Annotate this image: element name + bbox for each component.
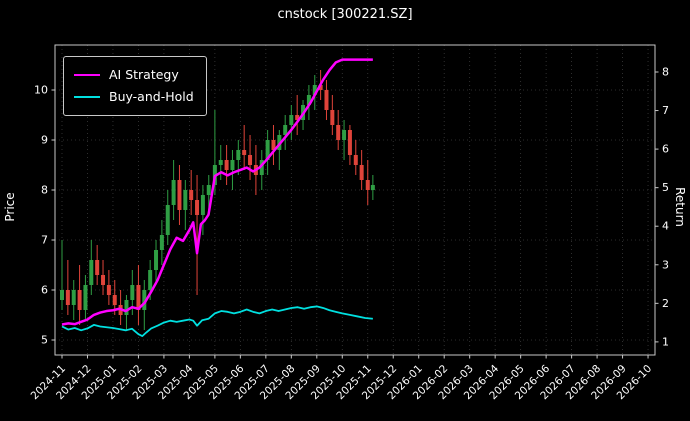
- svg-text:9: 9: [41, 134, 48, 147]
- candlesticks: [60, 70, 375, 330]
- legend-label: Buy-and-Hold: [109, 89, 194, 104]
- svg-text:7: 7: [662, 104, 669, 117]
- svg-text:1: 1: [662, 335, 669, 348]
- grid-lines: [55, 45, 655, 355]
- return-axis: 1 2 3 4 5 6 7 8: [655, 65, 669, 348]
- plot-border: [54, 44, 656, 356]
- svg-text:8: 8: [662, 65, 669, 78]
- svg-text:8: 8: [41, 184, 48, 197]
- x-axis: 2024-112024-122025-012025-022025-032025-…: [29, 355, 654, 402]
- legend-label: AI Strategy: [109, 67, 179, 82]
- chart-title: cnstock [300221.SZ]: [277, 7, 413, 22]
- svg-text:6: 6: [662, 143, 669, 156]
- buy-and-hold-line: [61, 305, 373, 338]
- ai-strategy-line: [61, 58, 373, 326]
- svg-text:7: 7: [41, 234, 48, 247]
- svg-text:4: 4: [662, 220, 669, 233]
- svg-text:3: 3: [662, 258, 669, 271]
- svg-text:5: 5: [41, 334, 48, 347]
- svg-text:10: 10: [34, 84, 48, 97]
- price-axis: 5 6 7 8 9 10: [34, 84, 55, 347]
- svg-text:2: 2: [662, 297, 669, 310]
- svg-text:5: 5: [662, 181, 669, 194]
- buy-and-hold-line-swatch: [74, 96, 100, 98]
- svg-text:6: 6: [41, 284, 48, 297]
- legend: AI Strategy Buy-and-Hold: [63, 56, 207, 116]
- legend-item-buy-and-hold: Buy-and-Hold: [74, 86, 194, 108]
- ai-strategy-line-swatch: [74, 74, 100, 76]
- legend-item-ai-strategy: AI Strategy: [74, 64, 194, 86]
